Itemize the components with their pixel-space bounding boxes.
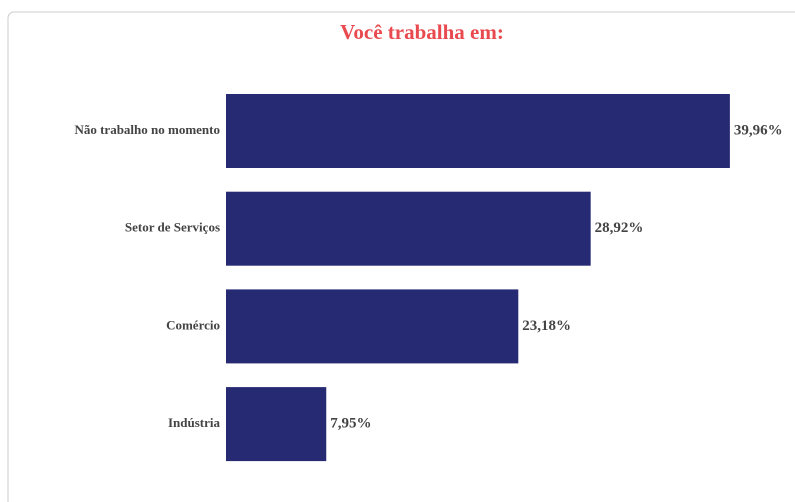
chart-title: Você trabalha em: bbox=[340, 20, 504, 44]
bar bbox=[226, 387, 327, 462]
value-label: 7,95% bbox=[330, 416, 371, 432]
category-label: Comércio bbox=[166, 317, 220, 332]
value-label: 23,18% bbox=[522, 318, 571, 334]
bar bbox=[226, 94, 730, 168]
category-label: Não trabalho no momento bbox=[74, 122, 220, 137]
value-label: 39,96% bbox=[734, 122, 783, 138]
value-label: 28,92% bbox=[595, 220, 644, 236]
bar bbox=[226, 191, 591, 266]
category-label: Indústria bbox=[168, 415, 221, 430]
bar bbox=[226, 289, 519, 364]
category-label: Setor de Serviços bbox=[125, 220, 220, 235]
